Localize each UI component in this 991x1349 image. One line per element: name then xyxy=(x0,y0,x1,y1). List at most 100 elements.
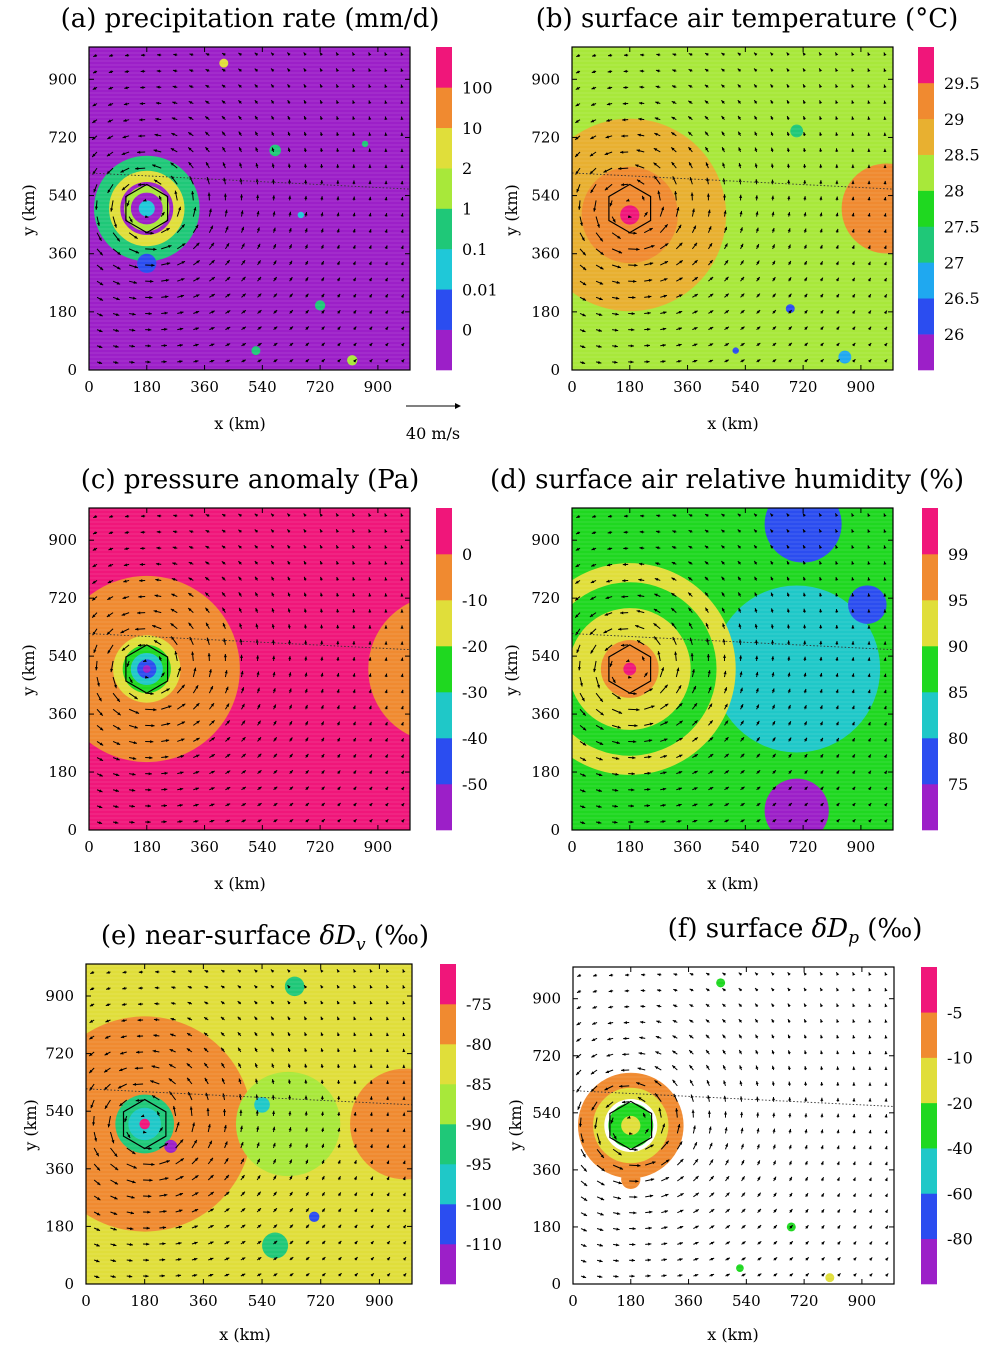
wind-vector-head xyxy=(287,1016,291,1021)
wind-vector-head xyxy=(336,148,340,152)
wind-vector-head xyxy=(835,261,839,265)
wind-vector-head xyxy=(655,85,660,89)
wind-vector-head xyxy=(303,116,307,120)
wind-vector-head xyxy=(107,650,111,654)
wind-vector-head xyxy=(579,683,583,687)
wind-vector-head xyxy=(117,266,121,270)
wind-vector-head xyxy=(354,1240,358,1245)
wind-vector-head xyxy=(303,68,307,72)
wind-vector-head xyxy=(188,593,192,597)
wind-vector-head xyxy=(400,545,404,549)
wind-vector-head xyxy=(738,592,742,596)
wind-vector-head xyxy=(803,576,806,581)
wind-vector-head xyxy=(803,180,807,184)
wind-vector-head xyxy=(723,210,727,214)
wind-vector-head xyxy=(384,673,388,677)
wind-vector-head xyxy=(634,724,638,728)
wind-vector-head xyxy=(116,238,120,242)
wind-vector-head xyxy=(210,1225,214,1229)
wind-vector-head xyxy=(207,192,211,196)
wind-vector-head xyxy=(352,561,356,565)
wind-vector-head xyxy=(226,310,231,314)
wind-vector-head xyxy=(688,561,692,565)
wind-vector-head xyxy=(709,819,714,823)
wind-vector-head xyxy=(287,147,291,152)
wind-vector-head xyxy=(386,1128,390,1132)
wind-vector-head xyxy=(368,310,373,314)
wind-vector-head xyxy=(867,529,871,533)
panel-d-xlabel: x (km) xyxy=(707,874,758,893)
wind-vector-head xyxy=(674,191,678,195)
wind-vector-head xyxy=(852,786,856,791)
wind-vector-head xyxy=(576,188,580,193)
wind-vector-head xyxy=(164,1143,169,1147)
wind-vector-head xyxy=(156,546,160,550)
wind-vector-head xyxy=(288,640,292,644)
wind-vector-head xyxy=(582,773,586,777)
wind-vector-head xyxy=(90,970,94,974)
wind-vector-head xyxy=(633,1211,637,1215)
wind-vector-head xyxy=(835,196,839,200)
wind-vector-head xyxy=(884,359,888,363)
y-tick-label: 900 xyxy=(45,987,74,1005)
y-tick-label: 720 xyxy=(48,589,77,607)
wind-vector-head xyxy=(305,1192,309,1196)
wind-vector-head xyxy=(636,247,640,251)
wind-vector-head xyxy=(209,1157,213,1162)
wind-vector-head xyxy=(662,360,666,364)
wind-vector-head xyxy=(238,1078,242,1082)
wind-vector-head xyxy=(601,1182,605,1186)
wind-vector-head xyxy=(739,227,743,231)
wind-vector-head xyxy=(320,640,324,644)
wind-vector-head xyxy=(145,1258,149,1262)
wind-vector-head xyxy=(287,624,291,628)
wind-vector-head xyxy=(678,754,683,758)
wind-vector-head xyxy=(136,1034,141,1038)
wind-vector-head xyxy=(883,545,887,549)
wind-vector-head xyxy=(321,1143,325,1148)
wind-vector-head xyxy=(226,293,231,297)
wind-vector-head xyxy=(851,52,855,56)
wind-vector-head xyxy=(304,163,308,168)
wind-vector-head xyxy=(867,593,871,597)
wind-vector-head xyxy=(820,342,824,347)
wind-vector-head xyxy=(671,593,675,597)
wind-vector-head xyxy=(591,531,596,535)
wind-vector-head xyxy=(819,261,823,265)
wind-vector-head xyxy=(400,343,405,347)
panel-e-vapor-isotope: (e) near-surface δDv (‰) 0 180 360 540 720 90… xyxy=(21,921,502,1344)
heatmap-blob xyxy=(764,508,842,563)
wind-vector-head xyxy=(171,986,175,990)
wind-vector-head xyxy=(607,1021,612,1025)
wind-vector-head xyxy=(195,224,199,229)
wind-vector-head xyxy=(289,1224,294,1228)
wind-vector-head xyxy=(621,134,625,138)
wind-vector-head xyxy=(126,202,130,207)
wind-vector-head xyxy=(258,310,262,314)
wind-vector-head xyxy=(354,1192,357,1196)
wind-vector-head xyxy=(242,293,246,297)
wind-vector-head xyxy=(851,180,855,184)
wind-vector-head xyxy=(209,1140,212,1145)
reference-vector-label: 40 m/s xyxy=(406,424,460,443)
wind-vector-head xyxy=(384,545,388,549)
wind-vector-head xyxy=(819,529,823,533)
wind-vector-head xyxy=(582,757,587,761)
wind-vector-head xyxy=(400,625,404,629)
wind-vector-head xyxy=(220,1016,225,1021)
wind-vector-head xyxy=(693,703,698,707)
wind-vector-head xyxy=(368,164,372,168)
wind-vector-head xyxy=(867,52,871,56)
wind-vector-head xyxy=(186,1048,191,1052)
wind-vector-head xyxy=(649,688,653,692)
wind-vector-head xyxy=(384,213,388,217)
wind-vector-head xyxy=(688,607,692,612)
wind-vector-head xyxy=(206,1107,210,1112)
wind-vector-head xyxy=(582,1275,587,1279)
wind-vector-head xyxy=(337,359,341,363)
wind-vector-head xyxy=(671,147,675,151)
wind-vector-head xyxy=(370,1176,373,1180)
wind-vector-head xyxy=(820,802,824,807)
wind-vector-head xyxy=(255,163,259,167)
wind-vector-head xyxy=(400,213,404,217)
